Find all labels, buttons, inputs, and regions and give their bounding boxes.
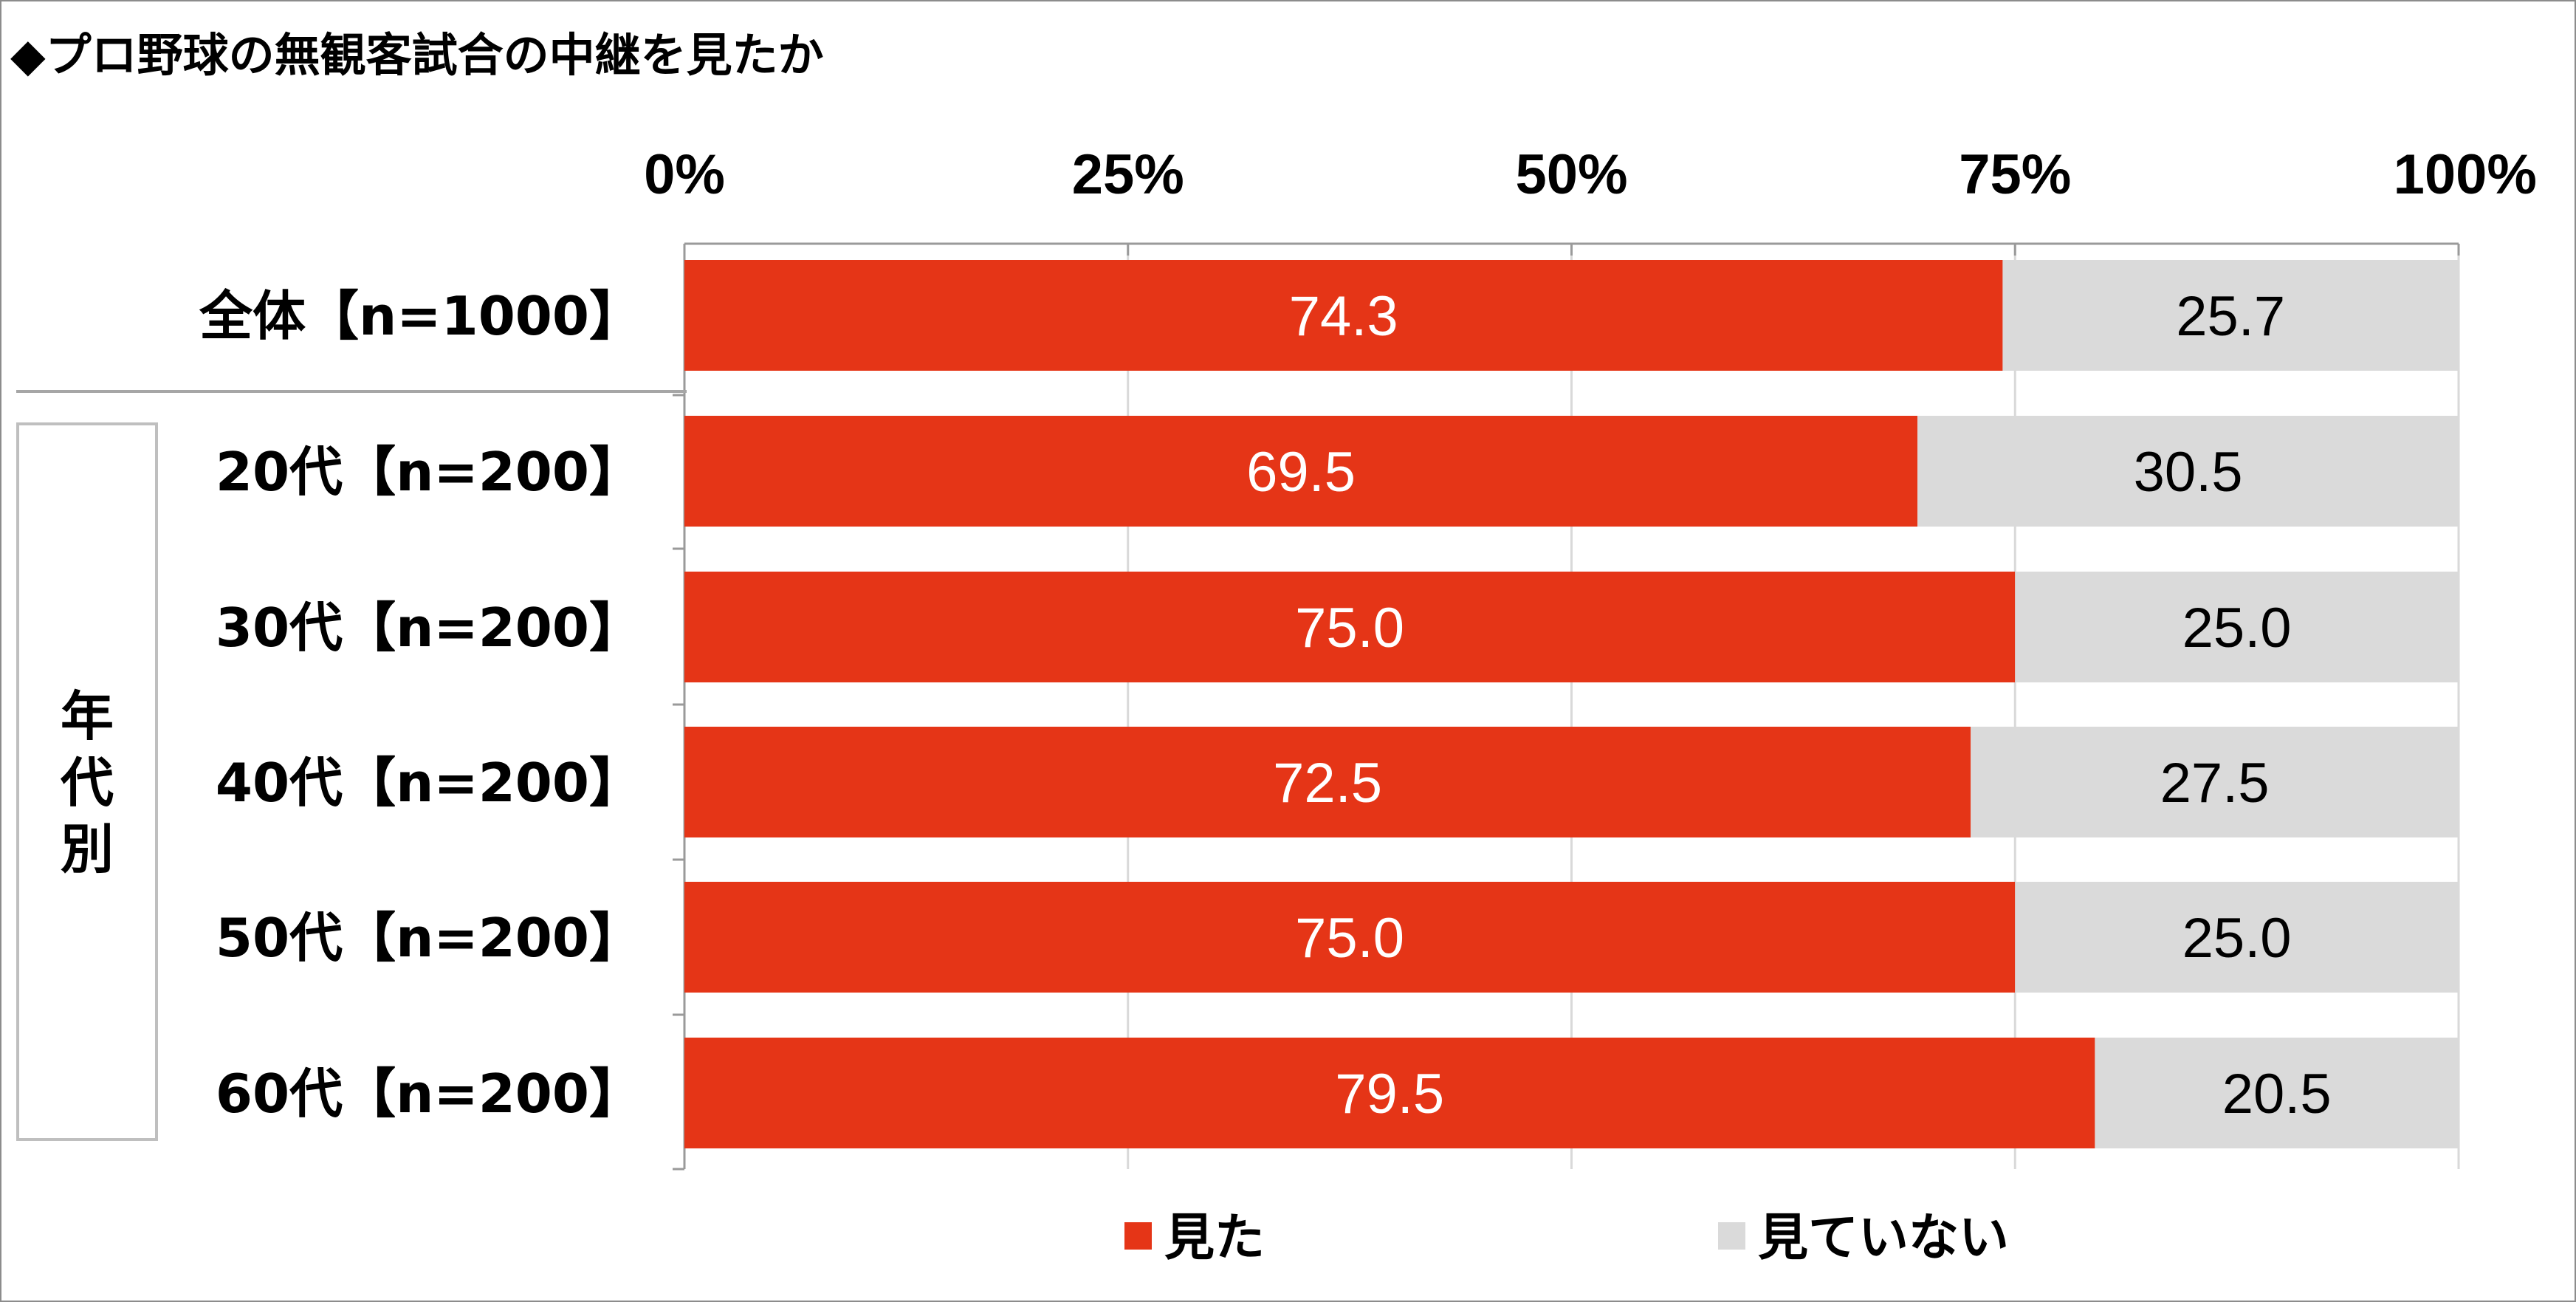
category-label: 40代【n=200】 [216, 752, 642, 814]
data-label: 30.5 [2134, 441, 2243, 504]
bar-segment [684, 572, 2016, 682]
x-tick-label: 50% [1515, 143, 1627, 206]
x-tick-label: 100% [2394, 143, 2537, 206]
bar-segment [684, 416, 1918, 527]
data-label: 75.0 [1295, 907, 1404, 970]
x-tick-label: 75% [1959, 143, 2071, 206]
data-label: 25.0 [2182, 907, 2292, 970]
category-label: 50代【n=200】 [216, 907, 642, 969]
bar-segment [684, 882, 2016, 993]
category-label: 30代【n=200】 [216, 597, 642, 659]
category-label: 60代【n=200】 [216, 1063, 642, 1125]
data-label: 74.3 [1289, 285, 1398, 348]
data-label: 75.0 [1295, 597, 1404, 659]
data-label: 20.5 [2222, 1063, 2332, 1125]
data-label: 25.0 [2182, 597, 2292, 659]
bar-segment [684, 1038, 2095, 1148]
group-label-char: 年 [61, 685, 114, 747]
group-label-char: 代 [60, 752, 114, 814]
x-tick-label: 0% [644, 143, 725, 206]
legend-label: 見ていない [1758, 1209, 2009, 1267]
data-label: 27.5 [2160, 752, 2270, 815]
x-tick-label: 25% [1072, 143, 1184, 206]
bar-segment [684, 260, 2003, 371]
data-label: 69.5 [1246, 441, 1356, 504]
bar-segment [684, 727, 1971, 837]
data-label: 79.5 [1335, 1063, 1444, 1125]
bar-segment [2015, 572, 2459, 682]
legend-label: 見た [1164, 1209, 1265, 1267]
category-label: 全体【n=1000】 [199, 285, 642, 347]
legend-swatch [1124, 1222, 1152, 1250]
data-label: 72.5 [1273, 752, 1382, 815]
legend-swatch [1718, 1222, 1745, 1250]
bar-segment [2015, 882, 2459, 993]
chart-title: ◆プロ野球の無観客試合の中継を見たか [10, 28, 824, 82]
bar-segment [2002, 260, 2459, 371]
group-label-char: 別 [61, 818, 114, 880]
bar-segment [2095, 1038, 2459, 1148]
bar-segment [1917, 416, 2459, 527]
data-label: 25.7 [2176, 285, 2285, 348]
bar-segment [1971, 727, 2459, 837]
category-label: 20代【n=200】 [216, 441, 642, 503]
group-bracket [16, 422, 158, 1141]
